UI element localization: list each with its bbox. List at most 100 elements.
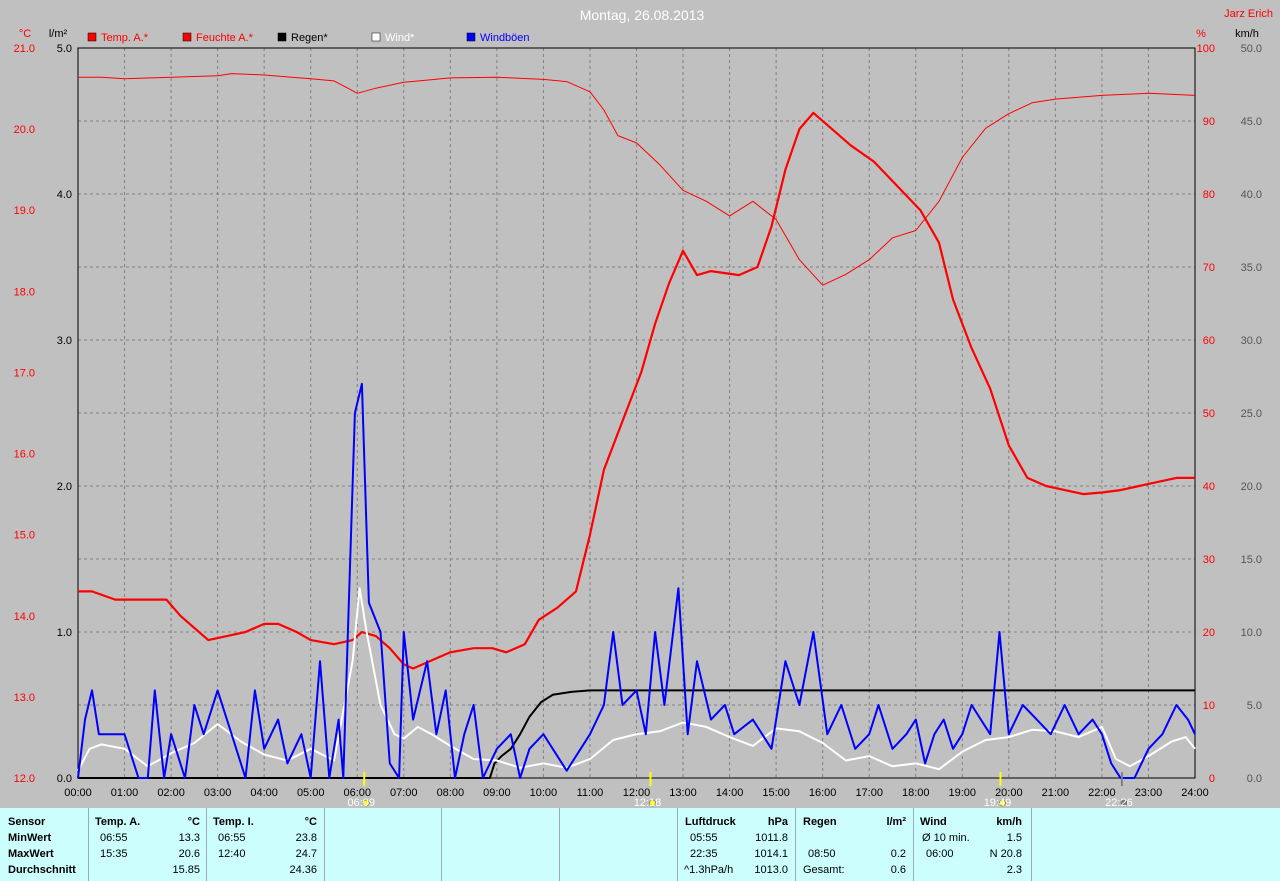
wind-tick-label: 50.0 <box>1241 43 1262 55</box>
temp-a-max: 20.6 <box>178 848 200 860</box>
divider <box>795 808 796 881</box>
legend-label: Temp. A.* <box>101 32 149 44</box>
x-tick-labels: 00:00 01:00 02:00 03:00 04:00 05:00 06:00 07:00… <box>64 787 1209 799</box>
rain-tick-label: 2.0 <box>57 481 72 493</box>
legend-swatch <box>466 32 476 42</box>
chart-title: Montag, 26.08.2013 <box>580 7 705 23</box>
wind-max: N 20.8 <box>989 848 1022 860</box>
temp-i-unit: °C <box>304 816 317 828</box>
y-tick-labels: 21.0 20.0 19.0 18.0 17.0 16.0 15.0 14.0 13.0 12.0… <box>14 43 1262 785</box>
legend-swatch <box>277 32 287 42</box>
luftdruck-min: 1011.8 <box>755 832 788 844</box>
x-tick-label: 24:00 <box>1181 787 1209 799</box>
wind-tick-label: 35.0 <box>1241 262 1262 274</box>
sunset-icon <box>999 799 1006 807</box>
luftdruck-unit: hPa <box>767 816 788 828</box>
x-tick-label: 14:00 <box>716 787 744 799</box>
temp-a-min: 13.3 <box>178 832 200 844</box>
marker-label: 22:26 <box>1105 797 1133 808</box>
humidity-tick-label: 60 <box>1203 335 1215 347</box>
x-tick-label: 03:00 <box>204 787 232 799</box>
moon-icon <box>1120 799 1128 807</box>
marker-label: 19:49 <box>984 797 1012 808</box>
temp-i-min: 23.8 <box>295 832 317 844</box>
humidity-axis-unit: % <box>1196 28 1206 40</box>
wind-tick-label: 45.0 <box>1241 116 1262 128</box>
temp-tick-label: 13.0 <box>14 692 35 704</box>
wind-tick-label: 0.0 <box>1247 773 1262 785</box>
x-tick-label: 07:00 <box>390 787 418 799</box>
x-tick-label: 22:00 <box>1088 787 1116 799</box>
temp-tick-label: 19.0 <box>14 205 35 217</box>
legend-swatch <box>371 32 381 42</box>
series-line <box>78 111 1195 670</box>
x-tick-label: 12:00 <box>623 787 651 799</box>
chart-background <box>0 0 1280 808</box>
temp-i-min-time: 06:55 <box>218 832 246 844</box>
regen-total: 0.6 <box>890 864 906 876</box>
humidity-tick-label: 80 <box>1203 189 1215 201</box>
x-tick-label: 11:00 <box>577 787 604 799</box>
marker-label: 06:09 <box>347 797 375 808</box>
series-line <box>77 587 1196 772</box>
humidity-tick-label: 40 <box>1203 481 1215 493</box>
rain-tick-label: 4.0 <box>57 189 72 201</box>
temp-a-max-time: 15:35 <box>100 848 128 860</box>
x-tick-label: 20:00 <box>995 787 1023 799</box>
maxwert-label: MaxWert <box>8 848 54 860</box>
series-line <box>78 73 1196 286</box>
luftdruck-avg: 1013.0 <box>754 864 788 876</box>
divider <box>88 808 89 881</box>
regen-max-time: 08:50 <box>808 848 836 860</box>
temp-a-avg: 15.85 <box>172 864 200 876</box>
wind-avg: 1.5 <box>1006 832 1022 844</box>
temp-i-avg: 24.36 <box>289 864 317 876</box>
wind-tick-label: 15.0 <box>1241 554 1262 566</box>
wind-tick-label: 40.0 <box>1241 189 1262 201</box>
x-tick-label: 08:00 <box>437 787 465 799</box>
x-tick-label: 17:00 <box>855 787 883 799</box>
humidity-tick-label: 20 <box>1203 627 1215 639</box>
temp-a-min-time: 06:55 <box>100 832 128 844</box>
sun-moon-markers: 06:09 12:18 19:49 22:26 <box>347 772 1133 808</box>
humidity-tick-label: 50 <box>1203 408 1215 420</box>
durchschnitt-label: Durchschnitt <box>8 864 76 876</box>
temp-axis-unit: °C <box>19 28 31 40</box>
grid <box>78 48 1195 778</box>
wind-unit: km/h <box>996 816 1022 828</box>
humidity-tick-label: 70 <box>1203 262 1215 274</box>
temp-tick-label: 14.0 <box>14 611 35 623</box>
temp-tick-label: 21.0 <box>14 43 35 55</box>
legend-label: Feuchte A.* <box>196 32 254 44</box>
humidity-tick-label: 30 <box>1203 554 1215 566</box>
weather-chart: Montag, 26.08.2013 Jarz Erich Temp. A.* F… <box>0 0 1280 808</box>
legend-swatch <box>182 32 192 42</box>
legend: Temp. A.* Feuchte A.* Regen* Wind* Windböen <box>87 32 530 44</box>
divider <box>324 808 325 881</box>
luftdruck-trend: ^1.3hPa/h <box>684 864 734 876</box>
divider <box>677 808 678 881</box>
x-tick-label: 15:00 <box>762 787 790 799</box>
series-line <box>78 689 1195 779</box>
legend-label: Regen* <box>291 32 328 44</box>
temp-a-unit: °C <box>187 816 200 828</box>
x-tick-label: 02:00 <box>157 787 185 799</box>
temp-tick-label: 17.0 <box>14 367 35 379</box>
luftdruck-title: Luftdruck <box>685 816 736 828</box>
humidity-tick-label: 100 <box>1197 43 1215 55</box>
temp-i-max-time: 12:40 <box>218 848 246 860</box>
wind-tick-label: 30.0 <box>1241 335 1262 347</box>
divider <box>559 808 560 881</box>
humidity-tick-label: 10 <box>1203 700 1215 712</box>
regen-max: 0.2 <box>890 848 906 860</box>
station-name: Jarz Erich <box>1224 8 1273 20</box>
x-tick-label: 10:00 <box>530 787 558 799</box>
plot-frame <box>77 47 1196 779</box>
x-tick-label: 05:00 <box>297 787 325 799</box>
wind-axis-unit: km/h <box>1235 28 1259 40</box>
luftdruck-min-time: 05:55 <box>690 832 718 844</box>
statistics-panel: Sensor MinWert MaxWert Durchschnitt Temp… <box>0 808 1280 881</box>
legend-label: Windböen <box>480 32 530 44</box>
x-tick-label: 18:00 <box>902 787 930 799</box>
humidity-tick-label: 90 <box>1203 116 1215 128</box>
